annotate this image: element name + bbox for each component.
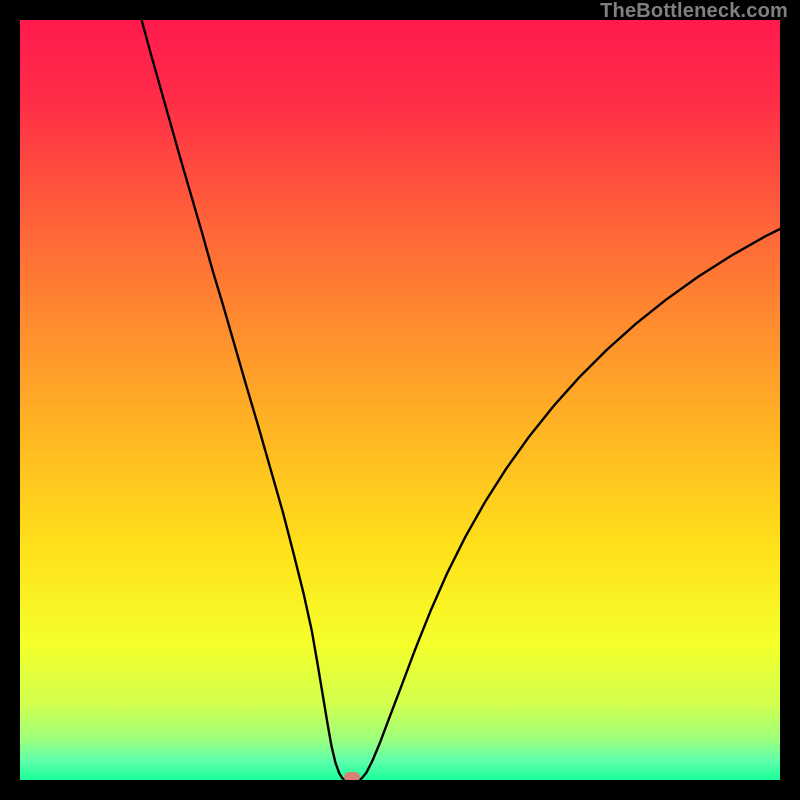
right-curve [359, 229, 780, 780]
left-curve [142, 20, 346, 780]
plot-area [20, 20, 780, 780]
attribution-label: TheBottleneck.com [600, 0, 788, 23]
chart-frame: TheBottleneck.com [0, 0, 800, 800]
bottleneck-marker [344, 772, 361, 780]
curve-layer [20, 20, 780, 780]
